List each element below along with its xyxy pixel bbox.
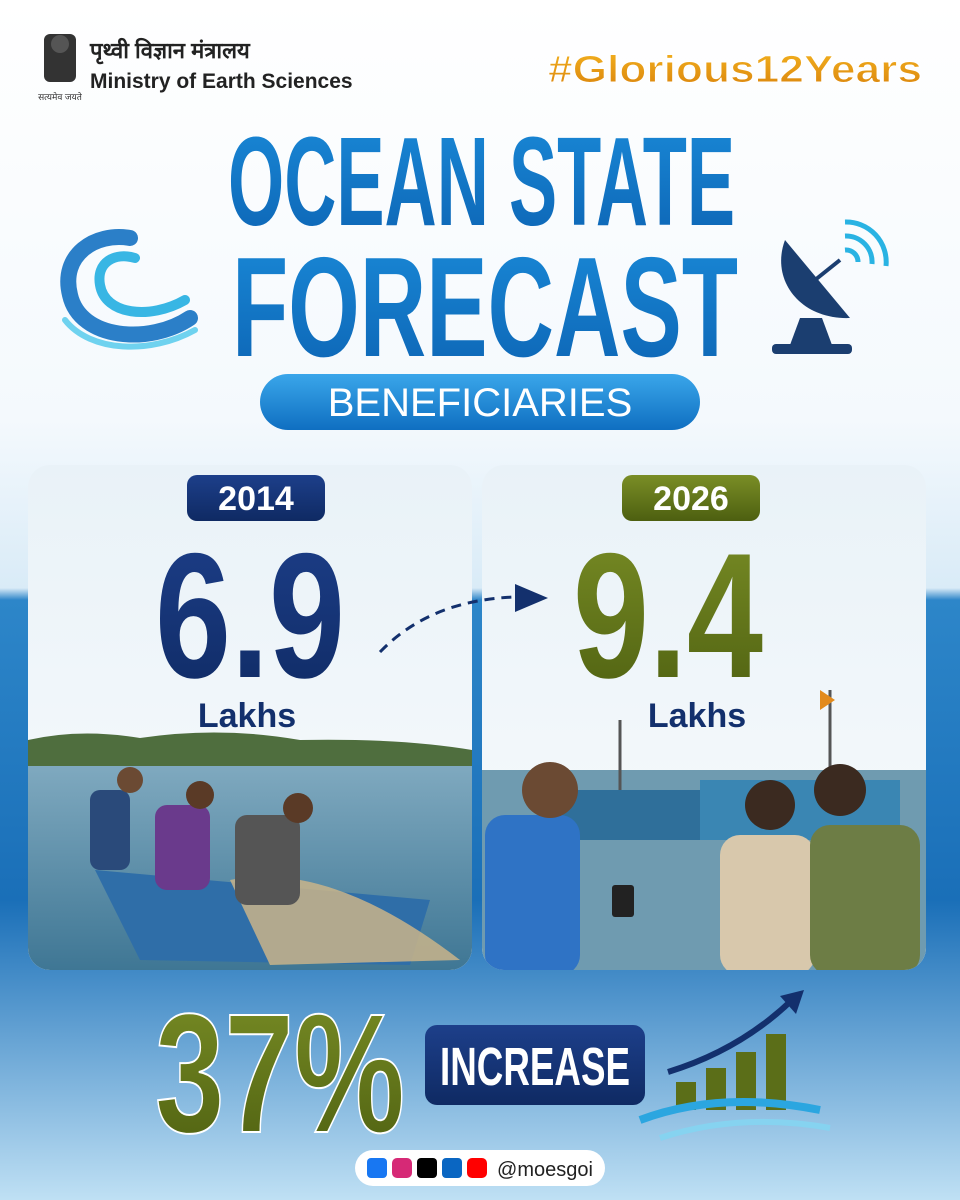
- year-badge: [622, 475, 760, 521]
- growth-icon: [638, 990, 831, 1141]
- percent: 37%: [155, 979, 405, 1169]
- year-badge: [187, 475, 325, 521]
- wave-icon: [60, 229, 198, 350]
- title-line2: FORECAST: [232, 228, 738, 387]
- year: 2014: [218, 480, 294, 518]
- title-line1: OCEAN STATE: [228, 111, 735, 252]
- social-icons: [367, 1158, 487, 1178]
- increase-label: INCREASE: [440, 1037, 630, 1097]
- satellite-icon: [772, 219, 889, 354]
- motto: सत्यमेव जयते: [38, 91, 83, 102]
- year: 2026: [653, 480, 729, 518]
- value: 9.4: [573, 516, 763, 715]
- arrow: [378, 595, 516, 654]
- panel-2026: [482, 465, 926, 970]
- ministry-hindi: पृथ्वी विज्ञान मंत्रालय: [89, 37, 251, 65]
- subtitle: BENEFICIARIES: [328, 381, 633, 425]
- emblem: सत्यमेव जयते: [38, 34, 83, 102]
- unit: Lakhs: [198, 697, 296, 735]
- hashtag: #Glorious12Years: [548, 49, 922, 91]
- increase-box: [425, 1025, 645, 1105]
- arrow-head: [515, 584, 548, 612]
- handle: @moesgoi: [497, 1159, 593, 1181]
- subtitle-pill: [260, 374, 700, 430]
- panel-2014: [28, 465, 472, 970]
- value: 6.9: [155, 516, 345, 715]
- ministry-name: Ministry of Earth Sciences: [90, 70, 353, 93]
- unit: Lakhs: [648, 697, 746, 735]
